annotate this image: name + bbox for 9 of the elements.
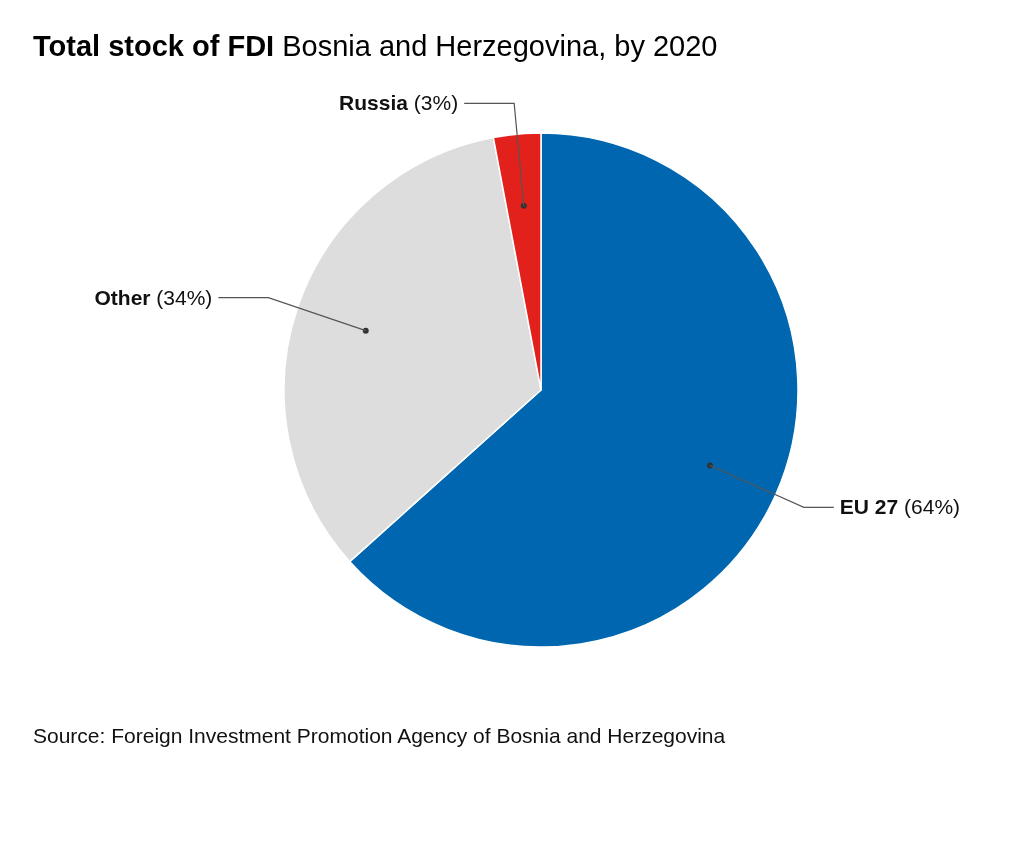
data-label: (3%) <box>407 91 459 115</box>
slice-label: Russia <box>339 91 409 115</box>
slice-label: Other <box>94 285 151 309</box>
slice-label: EU 27 <box>839 495 899 519</box>
data-label: (34%) <box>150 285 213 309</box>
source-note: Source: Foreign Investment Promotion Agency of Bosnia and Herzegovina <box>33 724 726 747</box>
data-label: (64%) <box>898 495 961 519</box>
chart-title: Total stock of FDI <box>33 30 275 62</box>
chart-subtitle: Bosnia and Herzegovina, by 2020 <box>274 30 718 62</box>
